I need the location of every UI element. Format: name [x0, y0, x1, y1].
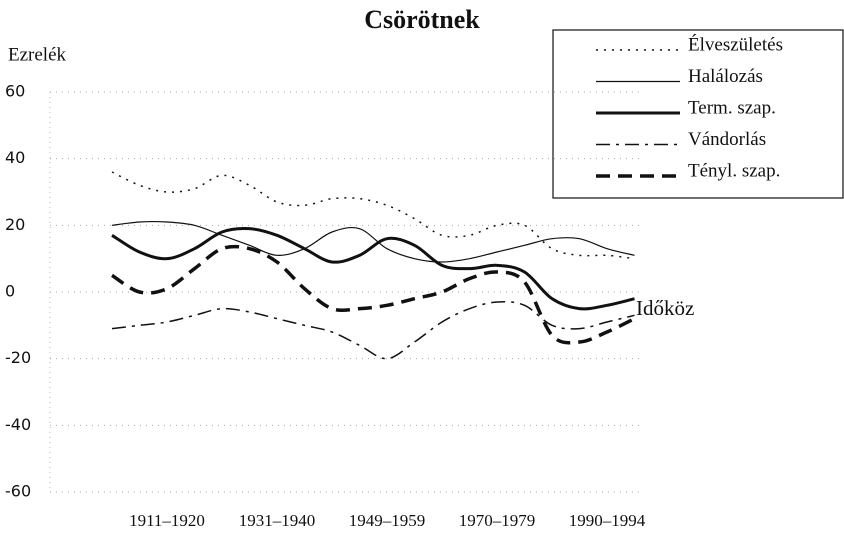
legend-label: Term. szap. — [688, 97, 776, 118]
y-tick-label: -60 — [5, 482, 31, 501]
x-axis-label: Időköz — [636, 296, 694, 320]
y-tick-label: 20 — [5, 215, 25, 234]
chart-title: Csörötnek — [364, 5, 480, 34]
x-tick-label: 1911–1920 — [129, 511, 205, 530]
x-tick-label: 1990–1994 — [569, 511, 646, 530]
series-line — [111, 171, 635, 260]
legend-label: Vándorlás — [688, 129, 766, 150]
y-tick-label: -20 — [5, 348, 31, 367]
series-line — [111, 220, 635, 263]
y-tick-label: 0 — [5, 282, 15, 301]
y-axis-label: Ezrelék — [8, 44, 67, 65]
x-tick-label: 1949–1959 — [349, 511, 426, 530]
series-line — [111, 226, 635, 311]
y-tick-label: -40 — [5, 415, 31, 434]
series-line — [111, 300, 635, 360]
series-line — [111, 244, 636, 345]
legend-label: Halálozás — [688, 66, 763, 87]
y-tick-label: 40 — [5, 148, 25, 167]
x-tick-label: 1970–1979 — [459, 511, 536, 530]
x-tick-label: 1931–1940 — [239, 511, 316, 530]
legend-label: Élveszületés — [688, 33, 783, 55]
legend-label: Tényl. szap. — [688, 160, 780, 181]
y-tick-label: 60 — [5, 82, 25, 101]
